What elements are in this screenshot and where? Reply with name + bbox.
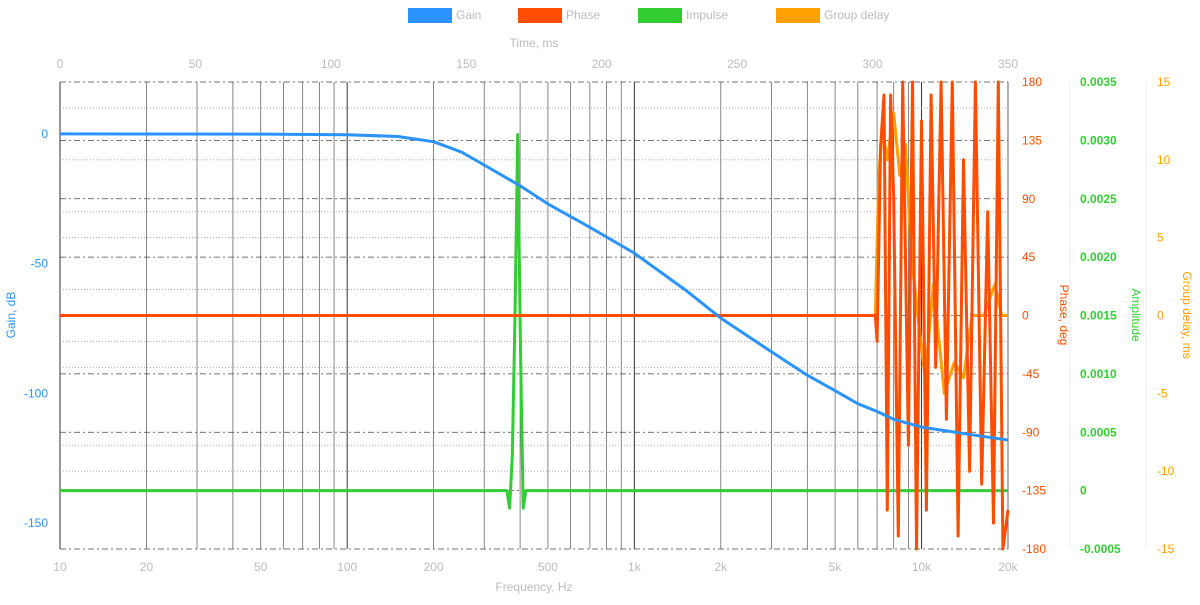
group-delay-axis-title: Group delay, ms xyxy=(1180,271,1194,358)
phase-axis-title: Phase, deg xyxy=(1057,285,1071,346)
phase-axis-tick-label: -135 xyxy=(1022,484,1046,498)
series-group-delay-line xyxy=(60,111,1008,395)
x-axis-tick-label: 2k xyxy=(714,560,728,574)
legend-label-phase: Phase xyxy=(566,8,600,22)
x-axis-tick-label: 10k xyxy=(912,560,932,574)
x-axis-tick-label: 20 xyxy=(140,560,154,574)
group-delay-axis-tick-label: 5 xyxy=(1157,231,1164,245)
x-axis-tick-label: 10 xyxy=(53,560,67,574)
top-axis-tick-label: 300 xyxy=(863,57,883,71)
amplitude-axis-tick-label: 0.0020 xyxy=(1080,250,1117,264)
x-axis-title: Frequency, Hz xyxy=(495,580,572,594)
amplitude-axis-tick-label: 0.0025 xyxy=(1080,192,1117,206)
group-delay-axis-tick-label: -15 xyxy=(1157,542,1175,556)
amplitude-axis-title: Amplitude xyxy=(1129,288,1143,342)
group-delay-axis-tick-label: 0 xyxy=(1157,309,1164,323)
gain-axis-title: Gain, dB xyxy=(4,292,18,339)
phase-axis-tick-label: 45 xyxy=(1022,250,1036,264)
legend-swatch-gain xyxy=(408,8,452,23)
amplitude-axis-tick-label: 0.0010 xyxy=(1080,367,1117,381)
phase-axis-tick-label: -180 xyxy=(1022,542,1046,556)
series-gain-line xyxy=(59,132,1009,442)
series-phase-line xyxy=(60,80,1010,551)
top-axis-tick-label: 100 xyxy=(321,57,341,71)
x-axis-tick-label: 20k xyxy=(998,560,1018,574)
top-axis-tick-label: 350 xyxy=(998,57,1018,71)
legend-swatch-group-delay xyxy=(776,8,820,23)
amplitude-axis-tick-label: 0.0005 xyxy=(1080,425,1117,439)
top-axis-title: Time, ms xyxy=(510,36,559,50)
legend-swatch-phase xyxy=(518,8,562,23)
phase-axis-tick-label: 90 xyxy=(1022,192,1036,206)
phase-axis-tick-label: -90 xyxy=(1022,425,1040,439)
x-axis-tick-label: 100 xyxy=(337,560,357,574)
top-axis-tick-label: 200 xyxy=(592,57,612,71)
x-axis-tick-label: 1k xyxy=(628,560,642,574)
x-axis-tick-label: 5k xyxy=(829,560,843,574)
group-delay-axis-tick-label: 15 xyxy=(1157,75,1171,89)
phase-axis-tick-label: 180 xyxy=(1022,75,1042,89)
group-delay-axis-tick-label: -10 xyxy=(1157,464,1175,478)
group-delay-axis-tick-label: 10 xyxy=(1157,153,1171,167)
top-axis-tick-label: 150 xyxy=(456,57,476,71)
top-axis-tick-label: 50 xyxy=(189,57,203,71)
legend-label-impulse: Impulse xyxy=(686,8,728,22)
series-impulse-line xyxy=(60,133,1008,510)
phase-axis-tick-label: 0 xyxy=(1022,309,1029,323)
amplitude-axis-tick-label: -0.0005 xyxy=(1080,542,1121,556)
legend-label-gain: Gain xyxy=(456,8,481,22)
amplitude-axis-tick-label: 0 xyxy=(1080,484,1087,498)
phase-axis-tick-label: 135 xyxy=(1022,133,1042,147)
amplitude-axis-tick-label: 0.0030 xyxy=(1080,133,1117,147)
amplitude-axis-tick-label: 0.0035 xyxy=(1080,75,1117,89)
x-axis-tick-label: 500 xyxy=(538,560,558,574)
legend-swatch-impulse xyxy=(638,8,682,23)
top-axis-tick-label: 0 xyxy=(57,57,64,71)
phase-axis-tick-label: -45 xyxy=(1022,367,1040,381)
legend-label-group-delay: Group delay xyxy=(824,8,889,22)
gain-axis-tick-label: -100 xyxy=(24,386,48,400)
amplitude-axis-tick-label: 0.0015 xyxy=(1080,309,1117,323)
gain-axis-tick-label: -50 xyxy=(31,257,49,271)
top-axis-tick-label: 250 xyxy=(727,57,747,71)
x-axis-tick-label: 200 xyxy=(424,560,444,574)
gain-axis-tick-label: -150 xyxy=(24,516,48,530)
group-delay-axis-tick-label: -5 xyxy=(1157,386,1168,400)
gain-axis-tick-label: 0 xyxy=(41,127,48,141)
x-axis-tick-label: 50 xyxy=(254,560,268,574)
